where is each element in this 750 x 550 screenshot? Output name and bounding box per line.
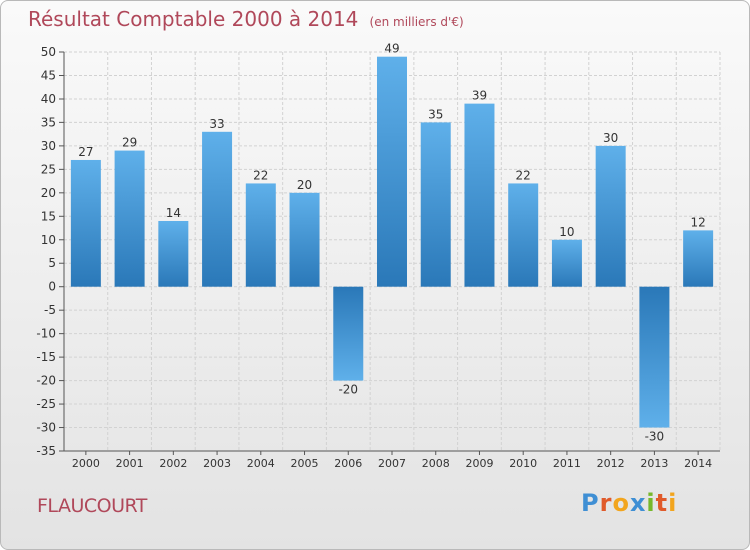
proxiti-logo[interactable]: Proxiti [581, 489, 677, 517]
logo-letter: P [581, 489, 600, 517]
x-tick-label: 2006 [334, 457, 362, 470]
bar [464, 103, 495, 287]
chart-title-main: Résultat Comptable 2000 à 2014 [28, 7, 359, 31]
x-tick-label: 2001 [116, 457, 144, 470]
label-layer: 27 29 14 33 22 20 -20 49 35 39 22 10 30 -30 12 [78, 42, 706, 444]
bar [70, 159, 101, 287]
x-tick-label: 2004 [247, 457, 275, 470]
bar [639, 286, 670, 428]
bar [683, 230, 714, 287]
bar [333, 286, 364, 381]
y-tick-label: -5 [44, 303, 56, 317]
y-tick-label: 5 [48, 256, 56, 270]
value-label: 10 [559, 225, 574, 239]
value-label: 35 [428, 107, 443, 121]
logo-letter: r [599, 489, 613, 517]
x-tick-label: 2002 [159, 457, 187, 470]
value-label: 22 [253, 168, 268, 182]
bar [202, 131, 233, 287]
value-label: 27 [78, 145, 93, 159]
x-tick-label: 2010 [509, 457, 537, 470]
value-label: 33 [209, 117, 224, 131]
value-label: 14 [166, 206, 181, 220]
y-tick-label: -10 [36, 327, 56, 341]
value-label: -20 [338, 383, 358, 397]
bar [245, 183, 276, 287]
x-tick-label: 2003 [203, 457, 231, 470]
chart-title: Résultat Comptable 2000 à 2014 (en milli… [28, 7, 464, 31]
y-tick-label: 15 [41, 209, 56, 223]
y-tick-label: -30 [36, 421, 56, 435]
y-tick-label: 20 [41, 186, 56, 200]
y-tick-label: 45 [41, 68, 56, 82]
x-tick-label: 2007 [378, 457, 406, 470]
value-label: -30 [645, 430, 665, 444]
x-tick-label: 2011 [553, 457, 581, 470]
x-tick-label: 2014 [684, 457, 712, 470]
y-tick-label: 25 [41, 162, 56, 176]
y-tick-label: 35 [41, 115, 56, 129]
logo-letter: o [612, 489, 630, 517]
x-tick-label: 2009 [465, 457, 493, 470]
value-label: 49 [384, 42, 399, 56]
value-label: 22 [516, 168, 531, 182]
y-tick-label: 10 [41, 233, 56, 247]
commune-name: FLAUCOURT [37, 495, 147, 517]
logo-letter: i [668, 489, 678, 517]
x-tick-label: 2013 [640, 457, 668, 470]
bar [551, 239, 582, 287]
logo-letter: t [655, 489, 669, 517]
y-tick-label: 50 [41, 45, 56, 59]
value-label: 20 [297, 178, 312, 192]
y-tick-label: -35 [36, 444, 56, 458]
logo-letter: i [646, 489, 656, 517]
x-tick-label: 2000 [72, 457, 100, 470]
bar [114, 150, 145, 287]
axis-layer: -35 -30 -25 -20 -15 -10 -5 0 5 10 15 20 25 30 35 40 45 50… [36, 45, 720, 470]
bar [377, 56, 407, 287]
x-tick-label: 2012 [597, 457, 625, 470]
bar [158, 220, 189, 287]
bar-layer [70, 56, 714, 428]
chart-title-unit: (en milliers d'€) [369, 15, 464, 29]
value-label: 29 [122, 136, 137, 150]
bar [508, 183, 539, 287]
bar [420, 122, 451, 287]
y-tick-label: 40 [41, 92, 56, 106]
x-tick-label: 2005 [291, 457, 319, 470]
value-label: 30 [603, 131, 618, 145]
x-tick-label: 2008 [422, 457, 450, 470]
value-label: 12 [690, 215, 705, 229]
y-tick-label: 0 [48, 280, 56, 294]
logo-letter: x [629, 489, 647, 517]
y-tick-label: 30 [41, 139, 56, 153]
y-tick-label: -15 [36, 350, 56, 364]
bar [595, 145, 626, 287]
y-tick-label: -25 [36, 397, 56, 411]
value-label: 39 [472, 89, 487, 103]
y-tick-label: -20 [36, 374, 56, 388]
bar [289, 192, 320, 287]
